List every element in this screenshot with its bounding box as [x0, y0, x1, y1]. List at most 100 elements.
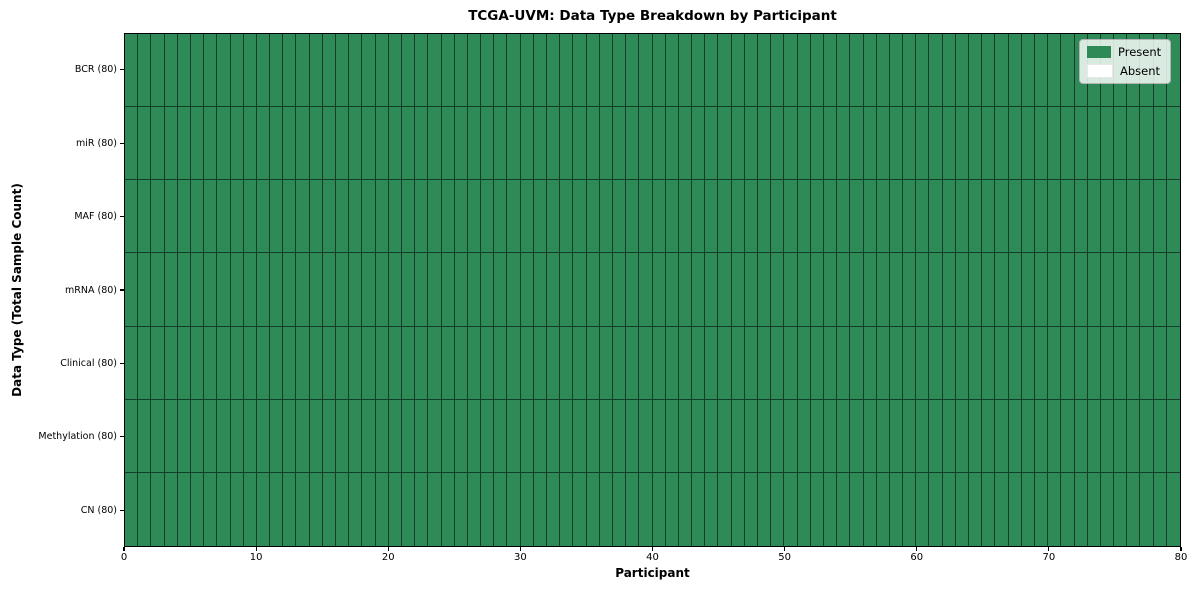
heatmap-cell	[547, 107, 561, 181]
heatmap-cell	[665, 472, 679, 546]
heatmap-cell	[388, 34, 402, 108]
heatmap-cell	[797, 107, 811, 181]
heatmap-cell	[863, 180, 877, 254]
x-tick-mark	[1048, 547, 1050, 551]
heatmap-cell	[1074, 107, 1088, 181]
heatmap-cell	[322, 253, 336, 327]
heatmap-cell	[401, 472, 416, 546]
heatmap-cell	[283, 34, 297, 108]
heatmap-cell	[388, 326, 402, 400]
y-tick-label: Methylation (80)	[38, 431, 117, 443]
heatmap-cell	[388, 399, 402, 473]
heatmap-cell	[639, 326, 653, 400]
heatmap-cell	[217, 107, 231, 181]
heatmap-cell	[467, 253, 482, 327]
heatmap-cell	[1048, 34, 1062, 108]
heatmap-cell	[151, 472, 165, 546]
heatmap-cell	[428, 326, 442, 400]
y-tick-label: mRNA (80)	[65, 284, 117, 296]
heatmap-cell	[230, 34, 244, 108]
heatmap-cell	[784, 326, 798, 400]
heatmap-cell	[547, 34, 561, 108]
heatmap-cell	[731, 180, 745, 254]
heatmap-cell	[903, 253, 917, 327]
heatmap-cell	[1114, 253, 1128, 327]
heatmap-cell	[612, 253, 627, 327]
heatmap-cell	[599, 472, 613, 546]
heatmap-cell	[810, 253, 824, 327]
heatmap-cell	[969, 180, 983, 254]
heatmap-cell	[903, 180, 917, 254]
heatmap-cell	[1166, 472, 1180, 546]
heatmap-cell	[1100, 107, 1115, 181]
heatmap-cell	[863, 107, 877, 181]
heatmap-cell	[678, 34, 693, 108]
heatmap-cell	[560, 399, 574, 473]
heatmap-cell	[296, 180, 310, 254]
heatmap-cell	[507, 34, 521, 108]
heatmap-cell	[401, 180, 416, 254]
heatmap-cell	[309, 34, 323, 108]
heatmap-cell	[1153, 472, 1167, 546]
heatmap-cell	[125, 34, 139, 108]
heatmap-cell	[678, 180, 693, 254]
heatmap-cell	[758, 399, 772, 473]
heatmap-cell	[837, 472, 851, 546]
heatmap-cell	[1008, 34, 1022, 108]
heatmap-cell	[507, 472, 521, 546]
heatmap-cell	[1008, 253, 1022, 327]
heatmap-cell	[744, 326, 758, 400]
heatmap-cell	[692, 107, 706, 181]
heatmap-cell	[507, 399, 521, 473]
heatmap-cell	[758, 107, 772, 181]
heatmap-cell	[296, 34, 310, 108]
heatmap-cell	[454, 253, 468, 327]
heatmap-cell	[362, 253, 376, 327]
y-tick-label: BCR (80)	[74, 64, 117, 76]
heatmap-cell	[256, 180, 271, 254]
heatmap-cell	[230, 399, 244, 473]
heatmap-cell	[467, 472, 482, 546]
heatmap-cell	[243, 472, 257, 546]
heatmap-cell	[863, 472, 877, 546]
heatmap-cell	[889, 326, 904, 400]
heatmap-cell	[1100, 326, 1115, 400]
heatmap-cell	[1074, 180, 1088, 254]
y-tick-label: miR (80)	[75, 137, 117, 149]
heatmap-cell	[586, 253, 600, 327]
heatmap-cell	[599, 399, 613, 473]
heatmap-cell	[217, 472, 231, 546]
heatmap-cell	[718, 399, 732, 473]
heatmap-cell	[1061, 107, 1075, 181]
heatmap-cell	[283, 326, 297, 400]
heatmap-cell	[612, 107, 627, 181]
heatmap-cell	[388, 180, 402, 254]
heatmap-cell	[349, 34, 363, 108]
heatmap-cell	[586, 472, 600, 546]
heatmap-cell	[1114, 399, 1128, 473]
heatmap-cell	[494, 472, 508, 546]
heatmap-cell	[296, 326, 310, 400]
heatmap-cell	[863, 326, 877, 400]
heatmap-cell	[164, 34, 178, 108]
heatmap-cell	[626, 253, 640, 327]
x-tick-mark	[519, 547, 521, 551]
heatmap-cell	[1074, 326, 1088, 400]
heatmap-cell	[955, 399, 969, 473]
heatmap-cell	[573, 326, 587, 400]
heatmap-cell	[599, 34, 613, 108]
heatmap-cell	[771, 34, 785, 108]
heatmap-cell	[401, 34, 416, 108]
heatmap-cell	[520, 472, 534, 546]
heatmap-cell	[256, 399, 271, 473]
heatmap-cell	[547, 326, 561, 400]
heatmap-cell	[454, 34, 468, 108]
heatmap-cell	[415, 399, 429, 473]
heatmap-cell	[955, 107, 969, 181]
x-tick-mark	[123, 547, 125, 551]
heatmap-cell	[1114, 180, 1128, 254]
heatmap-cell	[164, 107, 178, 181]
heatmap-cell	[718, 107, 732, 181]
heatmap-cell	[718, 326, 732, 400]
heatmap-cell	[678, 472, 693, 546]
